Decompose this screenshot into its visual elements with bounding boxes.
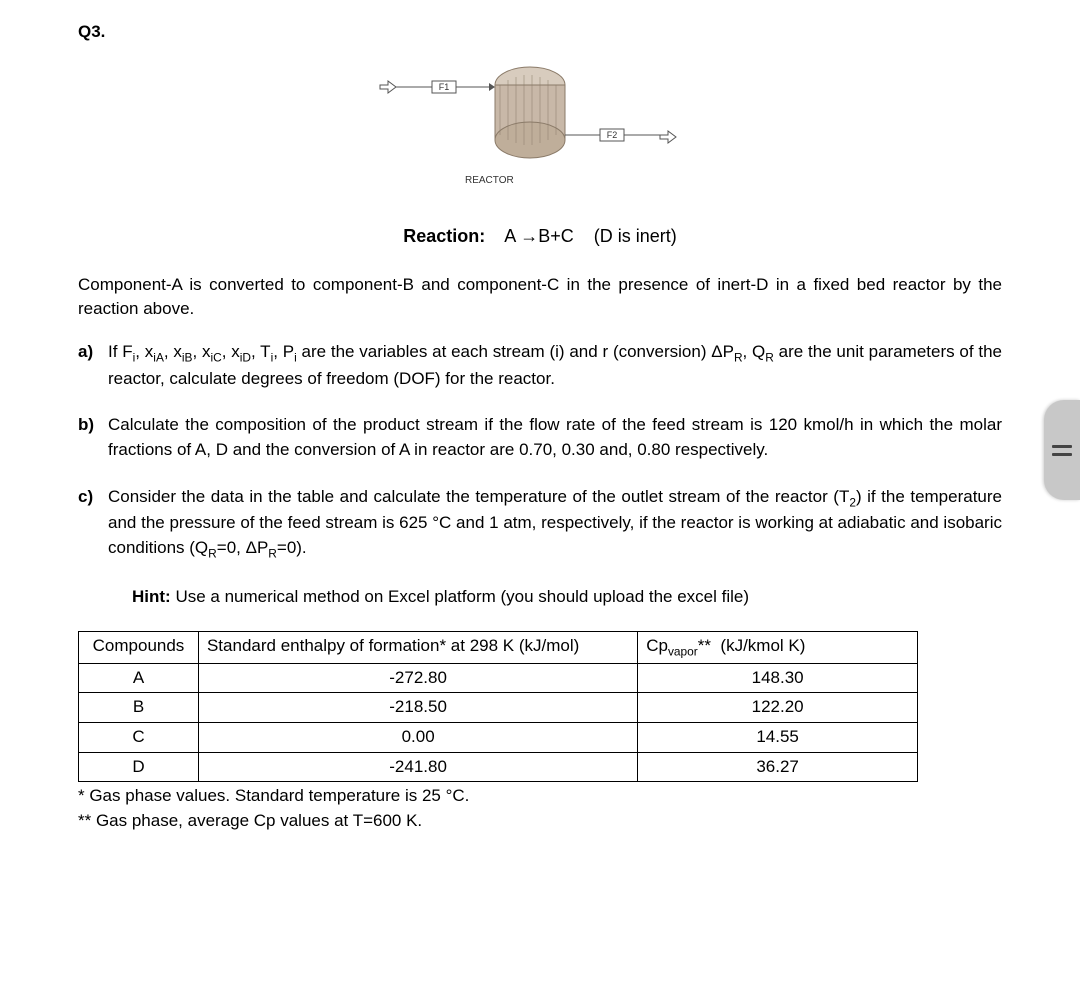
hint-text: Use a numerical method on Excel platform… [175,587,749,606]
inlet-arrow-icon: F1 [380,81,495,93]
cell-h: -218.50 [198,693,637,723]
footnote-1: * Gas phase values. Standard temperature… [78,784,1030,809]
reaction-note: (D is inert) [594,226,677,246]
header-enthalpy: Standard enthalpy of formation* at 298 K… [198,632,637,664]
question-label: Q3. [50,20,1030,45]
cell-cp: 122.20 [638,693,918,723]
data-table: Compounds Standard enthalpy of formation… [78,631,918,782]
cell-compound: A [79,663,199,693]
intro-text: Component-A is converted to component-B … [50,273,1030,322]
cell-compound: D [79,752,199,782]
sidebar-toggle-button[interactable] [1044,400,1080,500]
table-row: D -241.80 36.27 [79,752,918,782]
part-a-label: a) [78,340,93,365]
reaction-equation: A →B+C [504,226,574,246]
cell-h: -272.80 [198,663,637,693]
part-a-text: If Fi, xiA, xiB, xiC, xiD, Ti, Pi are th… [108,342,1002,388]
part-b-text: Calculate the composition of the product… [108,415,1002,459]
cell-compound: B [79,693,199,723]
outlet-arrow-icon: F2 [565,129,676,143]
table-row: B -218.50 122.20 [79,693,918,723]
footnotes: * Gas phase values. Standard temperature… [50,784,1030,833]
reactor-diagram: F1 REACTOR F2 [50,55,1030,205]
part-c-label: c) [78,485,93,510]
reaction-line: Reaction: A →B+C (D is inert) [50,223,1030,249]
cell-h: 0.00 [198,723,637,753]
header-compounds: Compounds [79,632,199,664]
table-row: C 0.00 14.55 [79,723,918,753]
cell-compound: C [79,723,199,753]
part-c-text: Consider the data in the table and calcu… [108,487,1002,557]
cell-cp: 36.27 [638,752,918,782]
cell-cp: 14.55 [638,723,918,753]
part-a: a) If Fi, xiA, xiB, xiC, xiD, Ti, Pi are… [50,340,1030,391]
reactor-vessel-icon: REACTOR [465,67,565,186]
header-cp: Cpvapor** (kJ/kmol K) [638,632,918,664]
f2-label: F2 [607,130,618,140]
hint-label: Hint: [132,587,171,606]
hamburger-icon [1052,445,1072,456]
table-row: A -272.80 148.30 [79,663,918,693]
part-c: c) Consider the data in the table and ca… [50,485,1030,563]
part-b-label: b) [78,413,94,438]
footnote-2: ** Gas phase, average Cp values at T=600… [78,809,1030,834]
cell-h: -241.80 [198,752,637,782]
table-header-row: Compounds Standard enthalpy of formation… [79,632,918,664]
reaction-prefix: Reaction: [403,226,485,246]
cell-cp: 148.30 [638,663,918,693]
part-b: b) Calculate the composition of the prod… [50,413,1030,462]
reactor-label: REACTOR [465,175,514,186]
hint: Hint: Use a numerical method on Excel pl… [50,585,1030,610]
f1-label: F1 [439,82,450,92]
